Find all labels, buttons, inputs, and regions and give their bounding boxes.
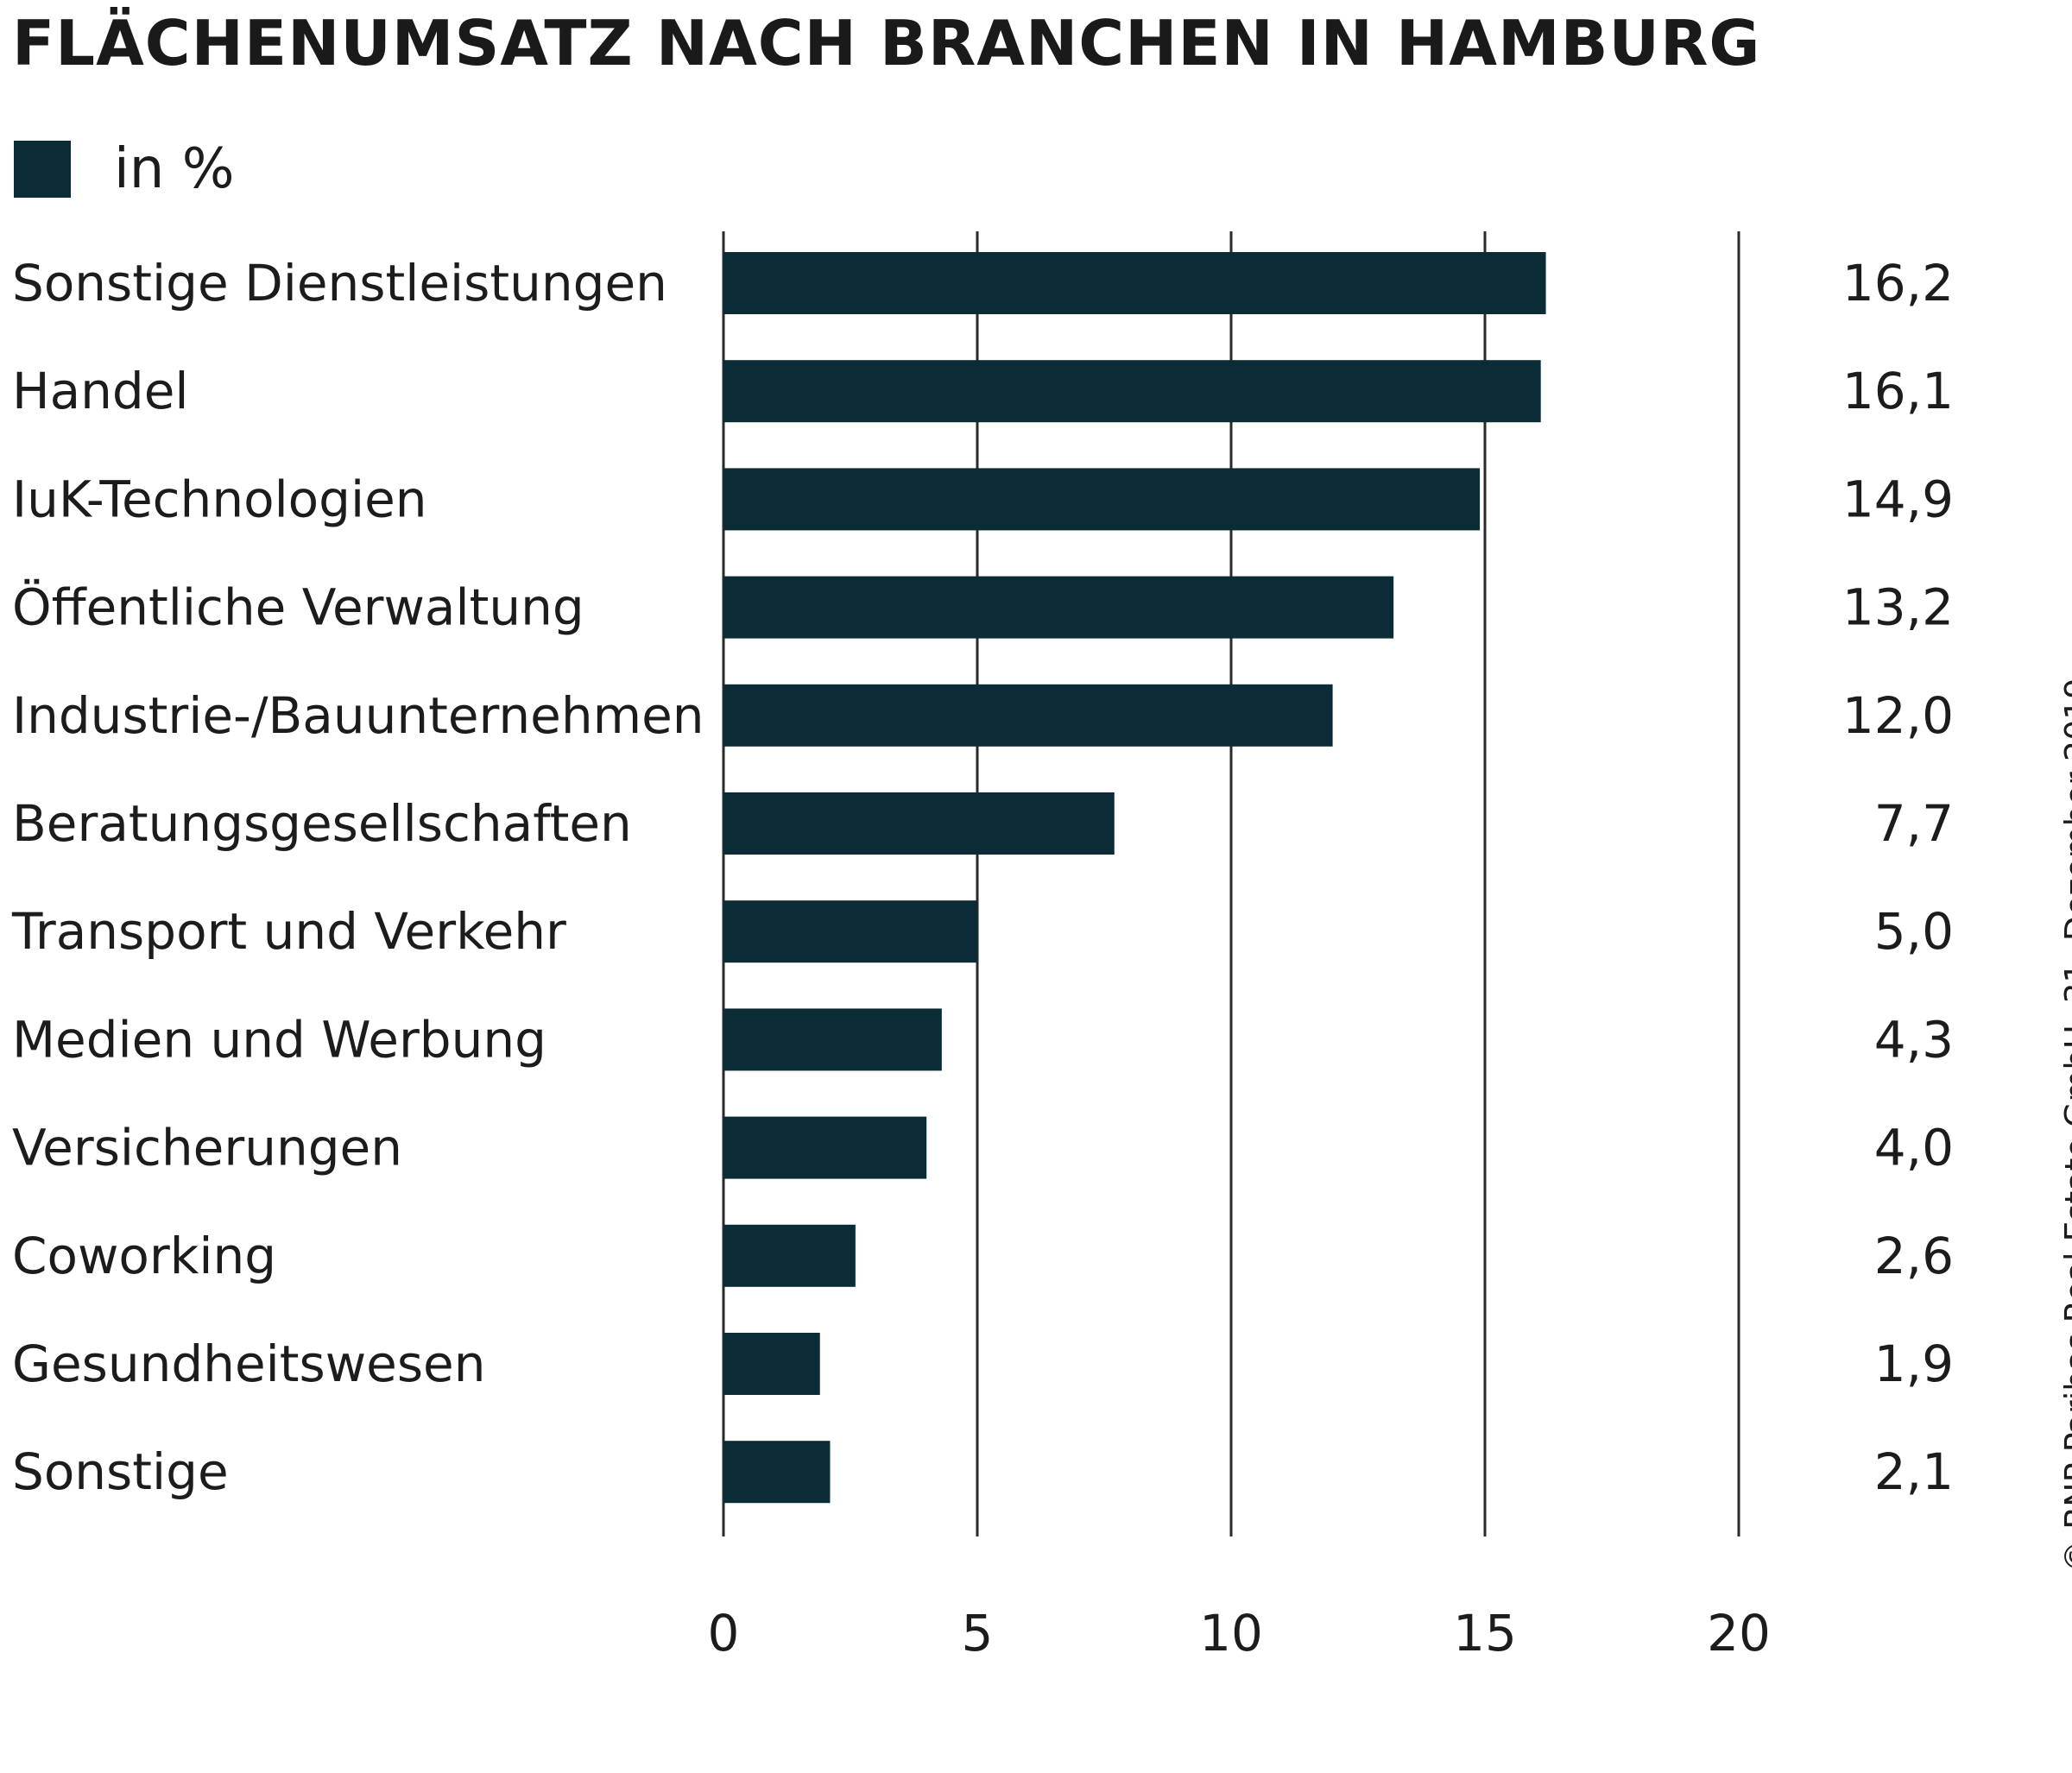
data-label: 1,9 [1874, 1334, 1954, 1393]
data-label: 7,7 [1874, 794, 1954, 853]
bar [723, 576, 1394, 639]
data-label: 12,0 [1842, 686, 1954, 745]
category-label: Coworking [12, 1227, 276, 1285]
copyright-note: © BNP Paribas Real Estate GmbH, 31. Deze… [2058, 678, 2072, 1573]
bar [723, 1441, 831, 1504]
bar [723, 1224, 856, 1287]
data-label: 2,1 [1874, 1442, 1954, 1501]
data-label: 16,1 [1842, 362, 1954, 420]
data-label: 4,3 [1874, 1010, 1954, 1069]
category-label: Sonstige Dienstleistungen [12, 254, 667, 312]
category-label: Beratungsgesellschaften [12, 794, 632, 853]
bars [723, 252, 1546, 1504]
bar [723, 900, 977, 963]
bar [723, 792, 1115, 855]
data-label: 14,9 [1842, 470, 1954, 528]
category-label: Industrie-/Bauunternehmen [12, 686, 704, 745]
category-label: Transport und Verkehr [11, 902, 566, 961]
category-label: Sonstige [12, 1442, 229, 1501]
data-label: 5,0 [1874, 902, 1954, 961]
bar [723, 1116, 927, 1179]
gridlines [722, 231, 1740, 1536]
category-label: Medien und Werbung [12, 1010, 546, 1069]
bar [723, 1008, 942, 1071]
data-label: 16,2 [1842, 254, 1954, 312]
x-tick-label: 0 [708, 1604, 740, 1663]
legend: in % [14, 137, 235, 201]
x-tick-label: 20 [1707, 1604, 1771, 1663]
bar [723, 1333, 820, 1395]
category-label: Öffentliche Verwaltung [12, 578, 584, 637]
category-label: IuK-Technologien [12, 470, 427, 528]
legend-label: in % [114, 137, 235, 201]
x-tick-label: 15 [1453, 1604, 1517, 1663]
category-label: Gesundheitswesen [12, 1334, 485, 1393]
bar [723, 468, 1481, 531]
bar [723, 360, 1541, 423]
bar [723, 684, 1333, 747]
data-label: 4,0 [1874, 1119, 1954, 1177]
data-label: 2,6 [1874, 1227, 1954, 1285]
x-tick-label: 5 [962, 1604, 994, 1663]
category-labels: Sonstige Dienstleistungen Handel IuK-Techn… [11, 254, 704, 1501]
category-label: Handel [12, 362, 189, 420]
chart-title: FLÄCHENUMSATZ NACH BRANCHEN IN HAMBURG [12, 7, 1761, 79]
legend-swatch [14, 141, 71, 198]
category-label: Versicherungen [12, 1119, 402, 1177]
data-label: 13,2 [1842, 578, 1954, 637]
value-labels: 16,2 16,1 14,9 13,2 12,0 7,7 5,0 4,3 4,0 2,6 1,9 2,… [1842, 254, 1954, 1501]
bar [723, 252, 1546, 314]
x-tick-label: 10 [1199, 1604, 1263, 1663]
x-axis-ticks: 0 5 10 15 20 [708, 1604, 1771, 1663]
